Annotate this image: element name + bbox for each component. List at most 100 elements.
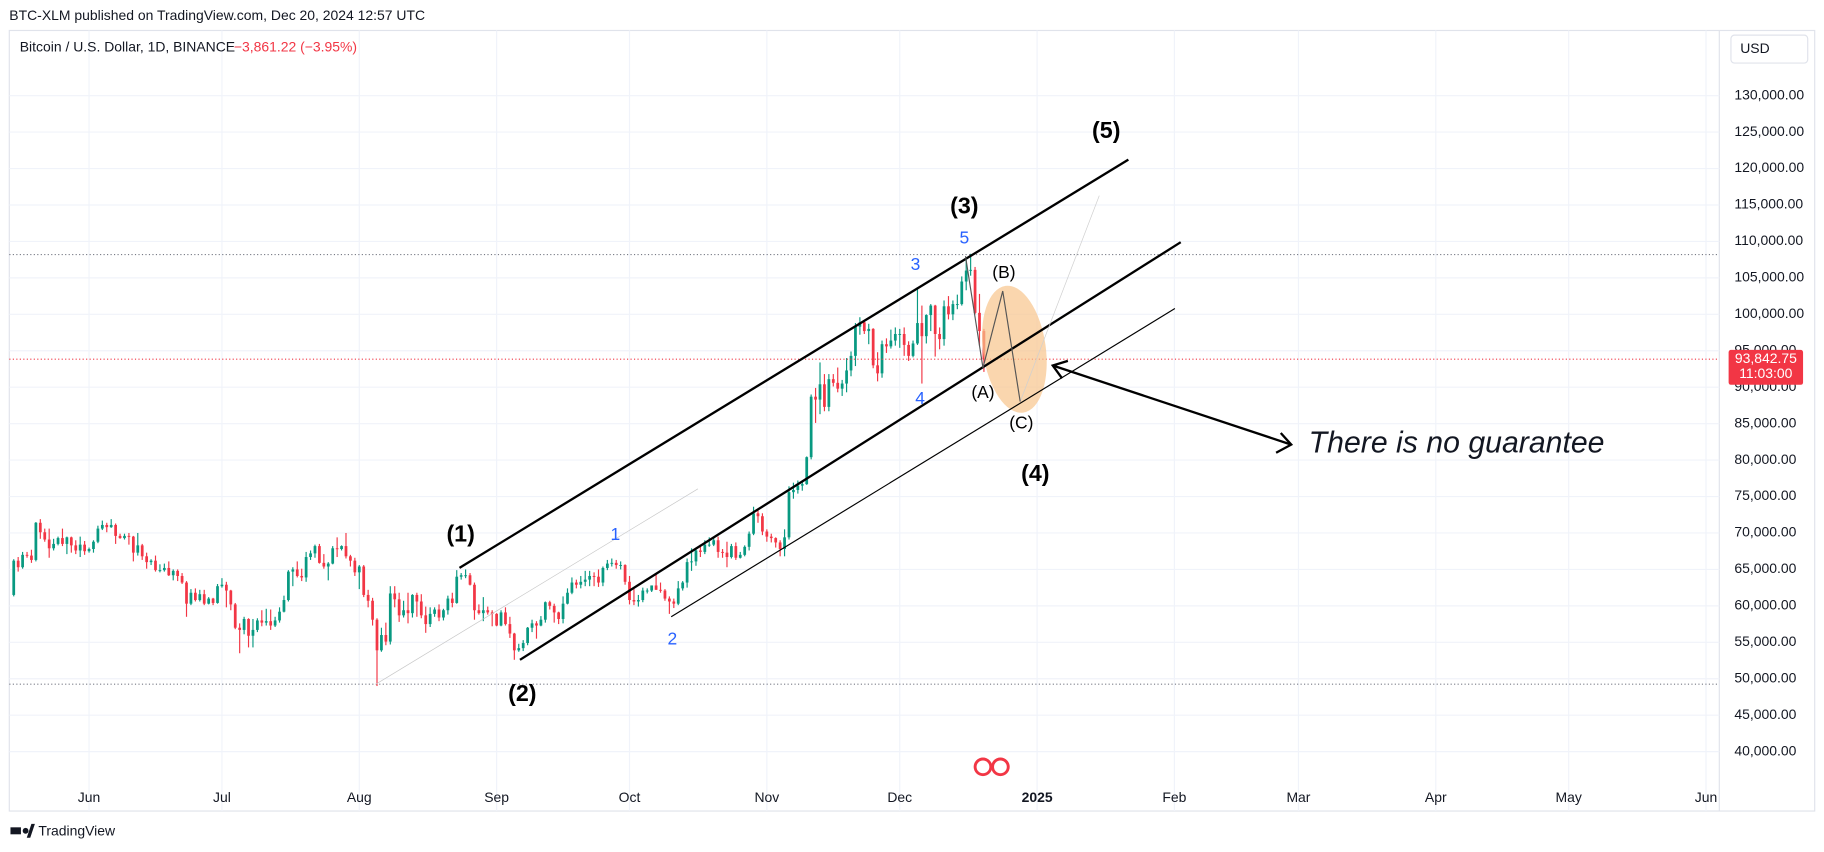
candle-body xyxy=(978,312,981,332)
footer-logo xyxy=(10,823,35,838)
y-tick-label: 75,000.00 xyxy=(1734,487,1796,503)
candle-body xyxy=(87,549,91,552)
candle-body xyxy=(938,333,941,340)
wave-label: 1 xyxy=(611,524,621,544)
candle-body xyxy=(867,328,871,332)
candle-body xyxy=(942,306,946,340)
candle-body xyxy=(668,598,671,602)
candle-body xyxy=(774,538,778,543)
candle-body xyxy=(481,610,485,614)
candle-body xyxy=(694,550,698,562)
candle-body xyxy=(21,554,24,568)
candle-body xyxy=(162,567,166,571)
candle-body xyxy=(752,513,755,534)
candle-body xyxy=(287,571,290,601)
candle-body xyxy=(632,600,636,602)
candle-body xyxy=(783,537,786,550)
candle-body xyxy=(388,593,392,642)
logo-mark xyxy=(26,823,35,838)
candle-body xyxy=(83,544,86,552)
candle-body xyxy=(592,575,596,577)
candle-body xyxy=(446,598,450,611)
candle-body xyxy=(167,567,171,576)
candle-body xyxy=(690,561,693,563)
footer: TradingView xyxy=(38,823,116,839)
wave-label: (3) xyxy=(950,192,978,218)
candle-body xyxy=(145,556,149,563)
candle-body xyxy=(964,270,968,282)
x-tick-label: May xyxy=(1556,789,1582,805)
candle-body xyxy=(353,560,357,573)
candle-body xyxy=(486,610,490,613)
y-tick-label: 125,000.00 xyxy=(1734,123,1804,139)
wave-label: (4) xyxy=(1021,460,1049,486)
candle-body xyxy=(127,535,131,537)
candle-body xyxy=(74,545,78,551)
candle-body xyxy=(685,562,689,583)
candle-body xyxy=(854,326,857,356)
candle-body xyxy=(136,545,140,553)
candle-body xyxy=(52,543,55,549)
grid xyxy=(9,30,1720,812)
candle-body xyxy=(933,305,937,334)
x-tick-label: Dec xyxy=(887,789,912,805)
channel-upper xyxy=(458,158,1129,569)
candle-body xyxy=(508,624,512,634)
candle-body xyxy=(225,584,228,591)
candle-body xyxy=(512,633,516,651)
candle-body xyxy=(220,584,224,587)
candle-body xyxy=(725,552,729,558)
candle-body xyxy=(357,566,361,573)
candle-body xyxy=(583,579,587,582)
candle-body xyxy=(809,396,813,458)
candle-body xyxy=(273,620,277,626)
currency-box[interactable] xyxy=(1730,34,1809,64)
y-tick-label: 105,000.00 xyxy=(1734,269,1804,285)
candle-body xyxy=(792,489,795,493)
candle-body xyxy=(645,590,649,592)
candle-body xyxy=(424,615,428,625)
candle-body xyxy=(30,555,33,560)
candle-body xyxy=(902,333,906,345)
arrow-line xyxy=(1052,364,1292,446)
candle-body xyxy=(185,582,188,604)
candle-body xyxy=(105,524,109,528)
currency[interactable]: USD xyxy=(1740,40,1769,56)
candle-body xyxy=(650,585,654,591)
candle-body xyxy=(526,627,529,644)
candle-body xyxy=(614,562,618,566)
candle-body xyxy=(659,589,662,591)
x-tick-label: Jul xyxy=(213,789,231,805)
candle-body xyxy=(712,540,716,545)
candle-body xyxy=(61,538,64,544)
candle-body xyxy=(176,570,180,576)
abc-path xyxy=(964,256,1021,402)
candle-body xyxy=(114,524,118,536)
candle-body xyxy=(641,590,645,601)
candle-body xyxy=(322,562,326,567)
candle-body xyxy=(100,524,104,529)
candle-body xyxy=(362,566,366,595)
candle-body xyxy=(269,621,273,626)
wave-label: (A) xyxy=(971,382,994,402)
candle-body xyxy=(517,648,521,651)
x-tick-label: Feb xyxy=(1162,789,1186,805)
candle-body xyxy=(663,590,667,599)
candle-body xyxy=(699,550,702,552)
wave-label: 5 xyxy=(959,227,969,247)
candle-body xyxy=(769,536,773,539)
candle-body xyxy=(796,485,800,490)
y-tick-label: 70,000.00 xyxy=(1734,524,1796,540)
candle-body xyxy=(862,322,866,332)
candle-body xyxy=(335,548,339,550)
candle-body xyxy=(318,546,321,563)
candle-body xyxy=(16,560,20,568)
candle-body xyxy=(703,544,707,552)
arrow-head xyxy=(1050,359,1069,379)
candle-body xyxy=(504,612,507,625)
candle-body xyxy=(597,576,600,583)
candle-body xyxy=(202,594,206,604)
candle-body xyxy=(380,635,383,651)
candle-body xyxy=(38,522,42,533)
